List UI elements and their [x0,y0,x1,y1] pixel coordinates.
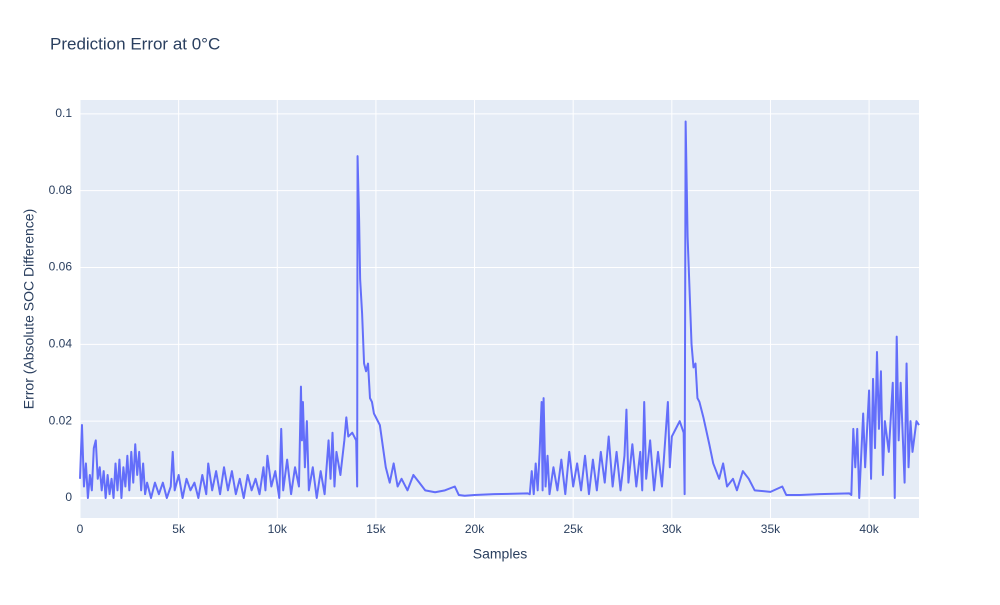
x-tick-label: 5k [172,522,186,536]
y-tick-label: 0.02 [49,413,73,427]
x-tick-label: 0 [77,522,84,536]
y-tick-label: 0.04 [49,337,73,351]
chart-title: Prediction Error at 0°C [50,34,220,53]
y-tick-label: 0.08 [49,183,73,197]
x-tick-label: 10k [268,522,288,536]
y-axis-label: Error (Absolute SOC Difference) [21,209,37,409]
plot-area [80,100,919,518]
x-axis-label: Samples [473,546,527,562]
y-tick-label: 0.06 [49,260,73,274]
x-tick-label: 35k [761,522,781,536]
x-tick-label: 40k [859,522,879,536]
x-tick-label: 30k [662,522,682,536]
line [79,120,920,500]
x-tick-label: 15k [366,522,386,536]
y-tick-label: 0.1 [55,106,72,120]
x-tick-label: 25k [564,522,584,536]
y-tick-label: 0 [65,490,72,504]
x-tick-label: 20k [465,522,485,536]
